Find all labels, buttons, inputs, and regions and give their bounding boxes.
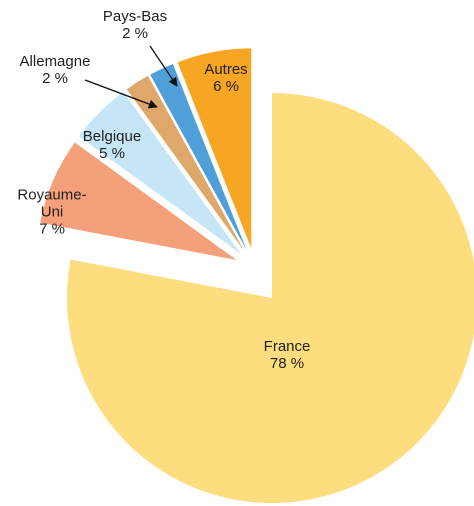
- pie-slice: [177, 48, 252, 249]
- category-label: Pays-Bas: [102, 8, 168, 25]
- value-label: 6 %: [213, 78, 239, 95]
- pie-slice: [67, 93, 474, 503]
- value-label: 2 %: [42, 70, 68, 87]
- slice-label: France 78 %: [264, 338, 311, 372]
- category-label: France: [263, 338, 311, 355]
- category-label: Allemagne: [19, 53, 91, 70]
- pie-slice: [150, 63, 247, 250]
- leader-arrow: [149, 45, 178, 87]
- slice-label: Royaume-Uni 7 %: [17, 187, 87, 238]
- category-label: Autres: [204, 61, 248, 78]
- category-label: Royaume-Uni: [17, 186, 87, 221]
- slice-label: Belgique 5 %: [83, 128, 141, 162]
- slice-label: Allemagne 2 %: [20, 53, 91, 87]
- leader-arrow: [84, 79, 158, 109]
- value-label: 78 %: [269, 355, 305, 372]
- pie-slice: [126, 75, 245, 252]
- pie-slice: [79, 92, 241, 254]
- pie-slice: [40, 142, 237, 261]
- slice-label: Pays-Bas 2 %: [103, 8, 167, 42]
- category-label: Belgique: [82, 128, 142, 145]
- value-label: 2 %: [122, 25, 148, 42]
- value-label: 7 %: [39, 220, 65, 238]
- slice-label: Autres 6 %: [204, 61, 247, 95]
- value-label: 5 %: [99, 145, 125, 162]
